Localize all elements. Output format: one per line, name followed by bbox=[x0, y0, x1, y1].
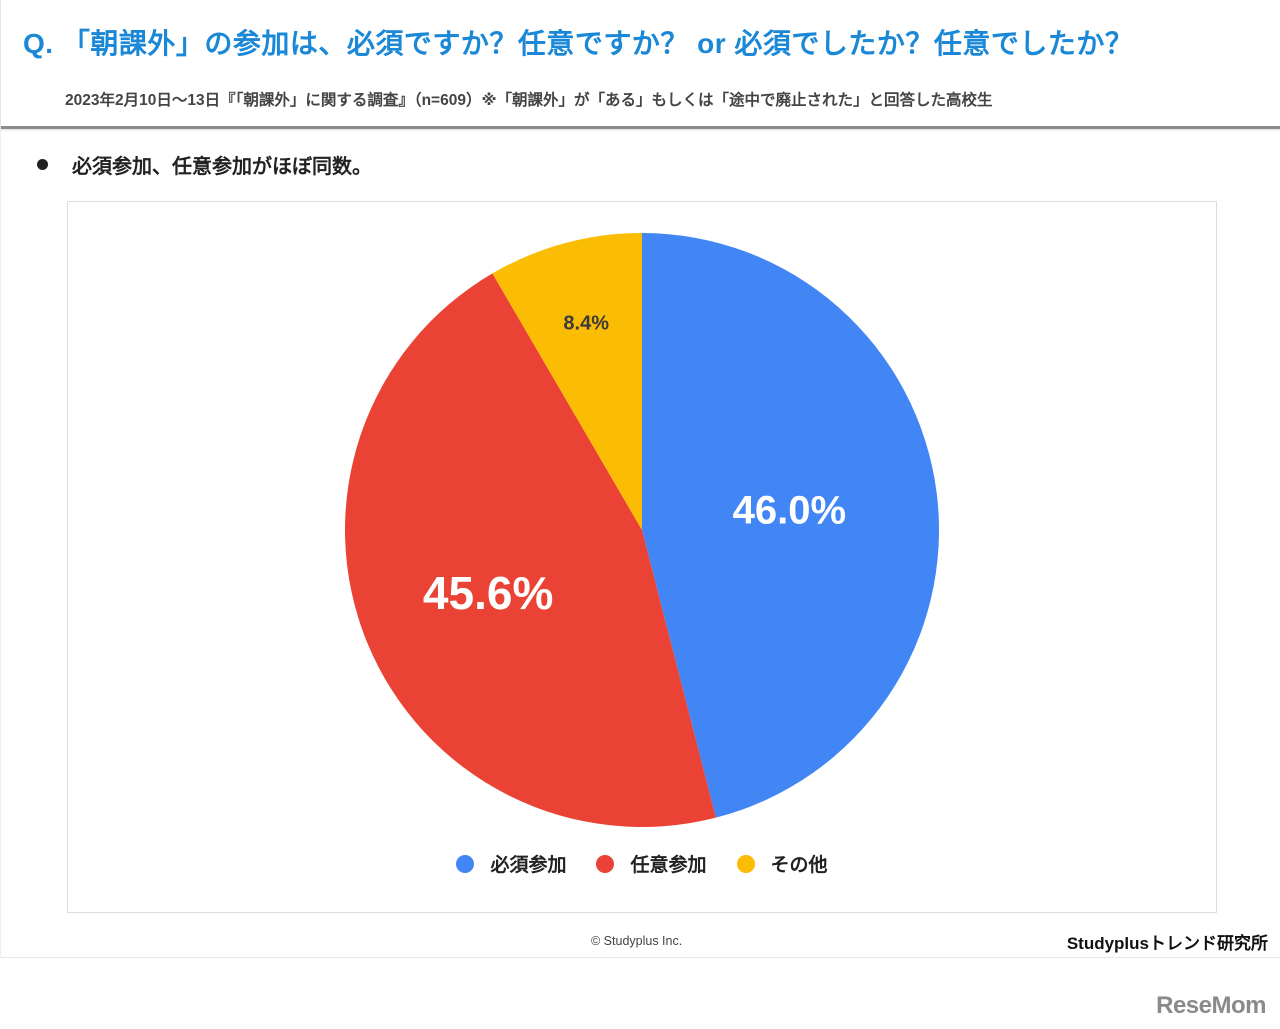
legend-label: その他 bbox=[770, 855, 828, 876]
slice-value-label: 45.6% bbox=[422, 567, 554, 620]
slice-optional bbox=[345, 273, 716, 827]
legend-item-mandatory: 必須参加 bbox=[456, 850, 566, 877]
pie-chart: 46.0% 45.6% 8.4% 必須参加 任意参加 その他 bbox=[67, 201, 1217, 913]
pie-chart-graphic bbox=[345, 233, 939, 827]
summary-bullet: 必須参加、任意参加がほぼ同数。 bbox=[37, 150, 372, 179]
legend-item-optional: 任意参加 bbox=[596, 850, 707, 877]
copyright: © Studyplus Inc. bbox=[591, 934, 683, 948]
slice-value-label: 8.4% bbox=[563, 312, 610, 335]
brand-logo-text: Studyplusトレンド研究所 bbox=[1066, 934, 1268, 953]
legend-label: 必須参加 bbox=[490, 855, 567, 876]
slide: Q. 「朝課外」の参加は、必須ですか？任意ですか？ or 必須でしたか？任意でし… bbox=[0, 0, 1280, 958]
watermark-logo: ReseMom bbox=[1156, 992, 1266, 1019]
bullet-icon bbox=[37, 159, 48, 170]
slice-other bbox=[492, 233, 642, 530]
legend-swatch-mandatory bbox=[456, 854, 475, 873]
page-title: Q. 「朝課外」の参加は、必須ですか？任意ですか？ or 必須でしたか？任意でし… bbox=[23, 28, 1134, 59]
survey-subtitle: 2023年2月10日～13日『「朝課外」に関する調査』（n=609）※「朝課外」… bbox=[65, 92, 993, 109]
header: Q. 「朝課外」の参加は、必須ですか？任意ですか？ or 必須でしたか？任意でし… bbox=[1, 0, 1280, 129]
legend-label: 任意参加 bbox=[630, 855, 707, 876]
legend-swatch-optional bbox=[596, 854, 615, 873]
chart-legend: 必須参加 任意参加 その他 bbox=[68, 850, 1216, 877]
legend-swatch-other bbox=[736, 854, 755, 873]
slice-value-label: 46.0% bbox=[732, 488, 847, 533]
summary-text: 必須参加、任意参加がほぼ同数。 bbox=[72, 156, 372, 178]
slice-mandatory bbox=[642, 233, 939, 818]
legend-item-other: その他 bbox=[736, 850, 828, 877]
